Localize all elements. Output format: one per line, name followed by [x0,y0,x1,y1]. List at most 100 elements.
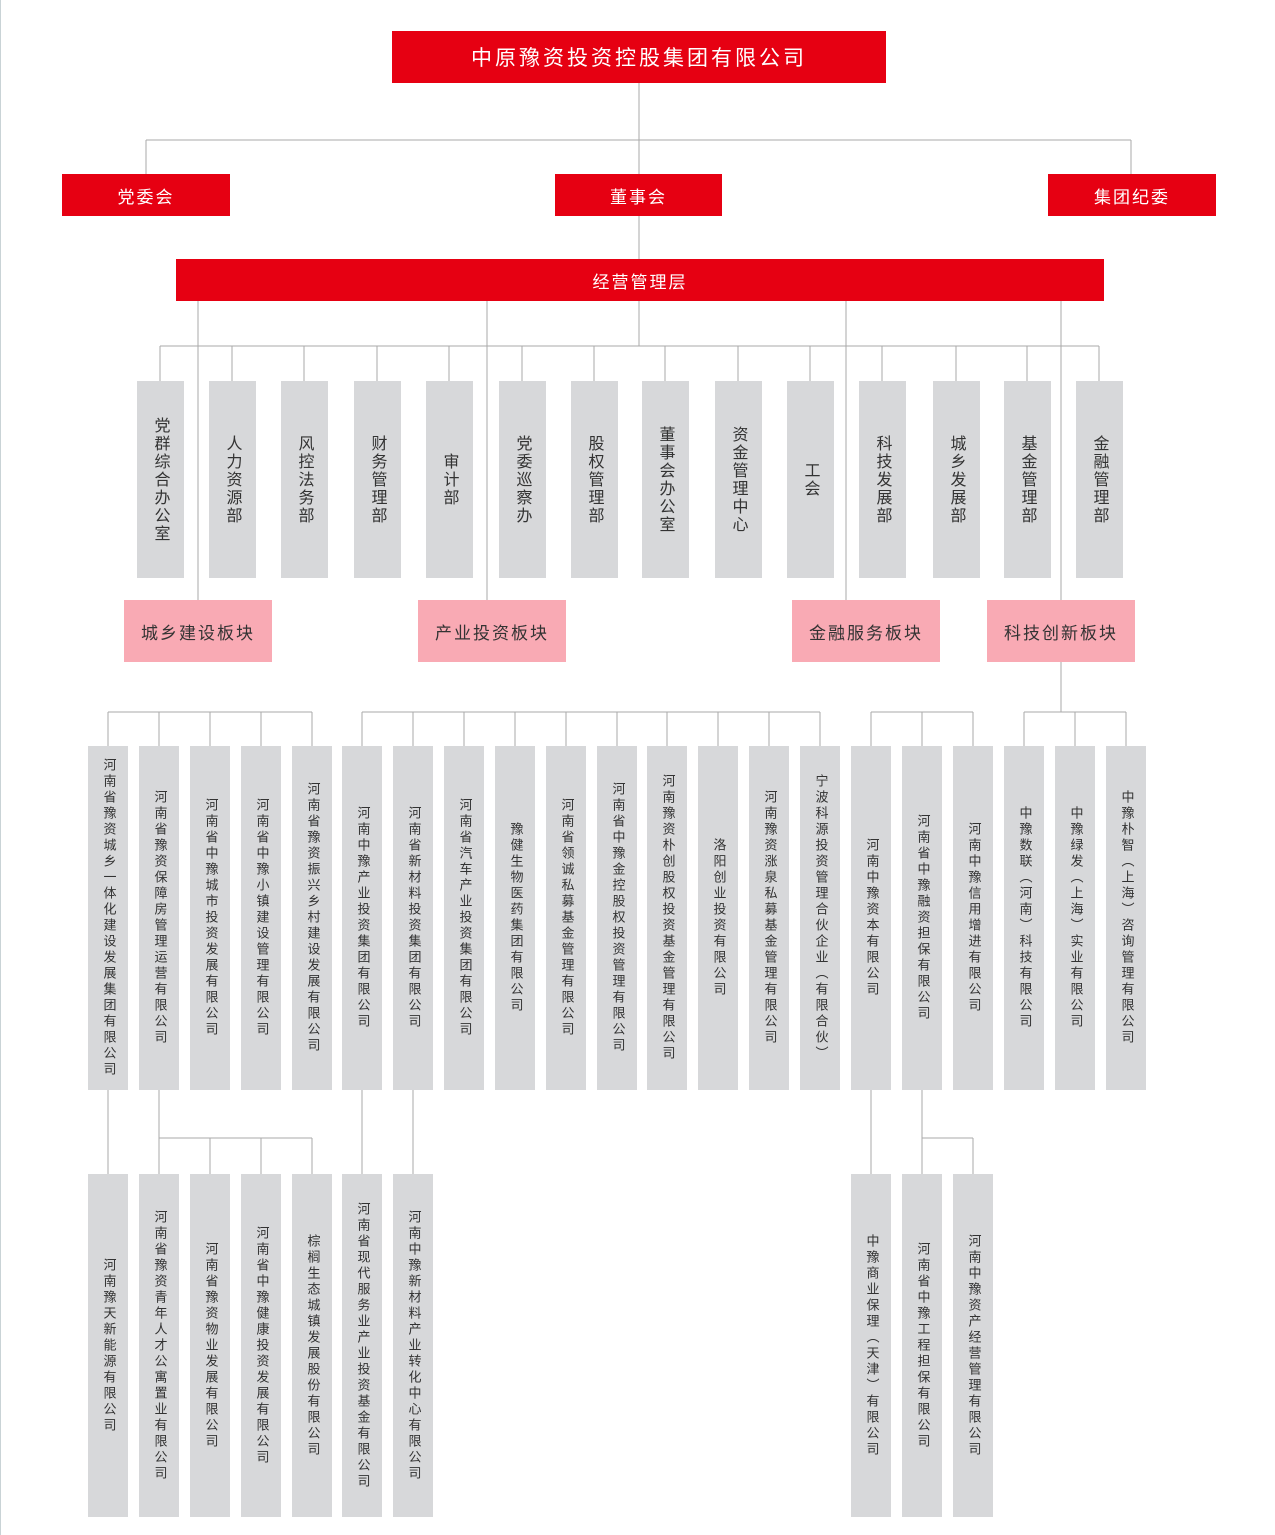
department-box-label: 党群综合办公室 [151,416,171,543]
department-box-label: 股权管理部 [585,434,605,525]
segment-box-label: 产业投资板块 [435,623,549,644]
segment-box-label: 金融服务板块 [809,623,923,644]
segment-box: 科技创新板块 [987,600,1135,662]
subsidiary-box: 中豫商业保理（天津）有限公司 [851,1174,891,1517]
company-box: 河南省中豫融资担保有限公司 [902,746,942,1090]
segment-box: 城乡建设板块 [124,600,272,662]
company-box: 河南豫资涨泉私募基金管理有限公司 [749,746,789,1090]
subsidiary-box-label: 棕榈生态城镇发展股份有限公司 [304,1233,320,1458]
company-box-label: 中豫数联（河南）科技有限公司 [1016,806,1032,1030]
department-box: 风控法务部 [281,381,328,578]
company-box: 豫健生物医药集团有限公司 [495,746,535,1090]
department-box: 财务管理部 [354,381,401,578]
company-box: 中豫朴智（上海）咨询管理有限公司 [1106,746,1146,1090]
department-box-label: 风控法务部 [295,434,315,525]
department-box-label: 党委巡察办 [513,434,533,525]
company-box-label: 河南省中豫城市投资发展有限公司 [202,798,218,1038]
subsidiary-box-label: 中豫商业保理（天津）有限公司 [863,1233,879,1458]
segment-box: 金融服务板块 [792,600,940,662]
department-box: 金融管理部 [1076,381,1123,578]
department-box-label: 财务管理部 [368,434,388,525]
company-box-label: 洛阳创业投资有限公司 [710,838,726,998]
company-box-label: 河南豫资朴创股权投资基金管理有限公司 [659,774,675,1062]
company-box: 河南中豫信用增进有限公司 [953,746,993,1090]
company-box: 河南省豫资保障房管理运营有限公司 [139,746,179,1090]
segment-box-label: 城乡建设板块 [141,623,255,644]
company-box: 宁波科源投资管理合伙企业（有限合伙） [800,746,840,1090]
company-box-label: 河南省豫资振兴乡村建设发展有限公司 [304,782,320,1054]
company-box-label: 河南中豫产业投资集团有限公司 [354,806,370,1030]
subsidiary-box: 河南省豫资物业发展有限公司 [190,1174,230,1517]
subsidiary-box: 河南省中豫工程担保有限公司 [902,1174,942,1517]
board-box: 董事会 [555,174,722,216]
segment-box: 产业投资板块 [418,600,566,662]
company-box: 中豫绿发（上海）实业有限公司 [1055,746,1095,1090]
company-box-label: 宁波科源投资管理合伙企业（有限合伙） [812,774,828,1062]
discipline-committee-label: 集团纪委 [1094,187,1170,208]
department-box-label: 人力资源部 [223,434,243,525]
company-box-label: 河南省中豫金控股权投资管理有限公司 [609,782,625,1054]
department-box: 股权管理部 [571,381,618,578]
company-box-label: 河南中豫资本有限公司 [863,838,879,998]
department-box: 科技发展部 [859,381,906,578]
company-box: 河南省汽车产业投资集团有限公司 [444,746,484,1090]
subsidiary-box: 河南中豫新材料产业转化中心有限公司 [393,1174,433,1517]
group-title-box: 中原豫资投资控股集团有限公司 [392,31,886,83]
company-box-label: 河南省领诚私募基金管理有限公司 [558,798,574,1038]
company-box-label: 河南省豫资城乡一体化建设发展集团有限公司 [100,758,116,1078]
company-box-label: 河南省中豫小镇建设管理有限公司 [253,798,269,1038]
company-box: 河南省领诚私募基金管理有限公司 [546,746,586,1090]
department-box-label: 工会 [801,461,821,498]
company-box: 河南省豫资振兴乡村建设发展有限公司 [292,746,332,1090]
department-box: 基金管理部 [1004,381,1051,578]
department-box-label: 董事会办公室 [656,425,676,534]
management-box: 经营管理层 [176,259,1104,301]
segment-box-label: 科技创新板块 [1004,623,1118,644]
company-box: 洛阳创业投资有限公司 [698,746,738,1090]
company-box-label: 河南省汽车产业投资集团有限公司 [456,798,472,1038]
company-box: 河南省中豫小镇建设管理有限公司 [241,746,281,1090]
subsidiary-box-label: 河南省中豫工程担保有限公司 [914,1241,930,1450]
subsidiary-box: 河南省豫资青年人才公寓置业有限公司 [139,1174,179,1517]
subsidiary-box-label: 河南省中豫健康投资发展有限公司 [253,1225,269,1466]
subsidiary-box-label: 河南中豫资产经营管理有限公司 [965,1233,981,1458]
department-box-label: 基金管理部 [1018,434,1038,525]
department-box: 城乡发展部 [933,381,980,578]
subsidiary-box-label: 河南省豫资青年人才公寓置业有限公司 [151,1209,167,1482]
party-committee-box: 党委会 [62,174,230,216]
company-box: 河南省新材料投资集团有限公司 [393,746,433,1090]
company-box: 河南中豫资本有限公司 [851,746,891,1090]
management-label: 经营管理层 [592,272,688,293]
department-box: 资金管理中心 [715,381,762,578]
subsidiary-box: 河南省现代服务业产业投资基金有限公司 [342,1174,382,1517]
company-box-label: 河南省中豫融资担保有限公司 [914,814,930,1022]
company-box-label: 中豫朴智（上海）咨询管理有限公司 [1118,790,1134,1046]
subsidiary-box: 河南省中豫健康投资发展有限公司 [241,1174,281,1517]
department-box: 董事会办公室 [642,381,689,578]
board-label: 董事会 [610,187,667,208]
subsidiary-box: 河南豫天新能源有限公司 [88,1174,128,1517]
department-box: 工会 [787,381,834,578]
company-box: 河南省中豫城市投资发展有限公司 [190,746,230,1090]
subsidiary-box-label: 河南省现代服务业产业投资基金有限公司 [354,1201,370,1490]
company-box-label: 河南省豫资保障房管理运营有限公司 [151,790,167,1046]
department-box-label: 审计部 [440,452,460,507]
department-box-label: 科技发展部 [873,434,893,525]
department-box-label: 资金管理中心 [729,425,749,534]
company-box: 河南省豫资城乡一体化建设发展集团有限公司 [88,746,128,1090]
subsidiary-box: 河南中豫资产经营管理有限公司 [953,1174,993,1517]
company-box: 河南豫资朴创股权投资基金管理有限公司 [647,746,687,1090]
company-box-label: 河南省新材料投资集团有限公司 [405,806,421,1030]
company-box-label: 豫健生物医药集团有限公司 [507,822,523,1014]
subsidiary-box-label: 河南豫天新能源有限公司 [100,1257,116,1434]
company-box: 中豫数联（河南）科技有限公司 [1004,746,1044,1090]
party-committee-label: 党委会 [117,187,175,208]
subsidiary-box-label: 河南中豫新材料产业转化中心有限公司 [405,1209,421,1482]
company-box-label: 河南豫资涨泉私募基金管理有限公司 [761,790,777,1046]
page-edge [0,0,1,1535]
group-title: 中原豫资投资控股集团有限公司 [471,46,807,70]
company-box-label: 河南中豫信用增进有限公司 [965,822,981,1014]
company-box-label: 中豫绿发（上海）实业有限公司 [1067,806,1083,1030]
company-box: 河南中豫产业投资集团有限公司 [342,746,382,1090]
